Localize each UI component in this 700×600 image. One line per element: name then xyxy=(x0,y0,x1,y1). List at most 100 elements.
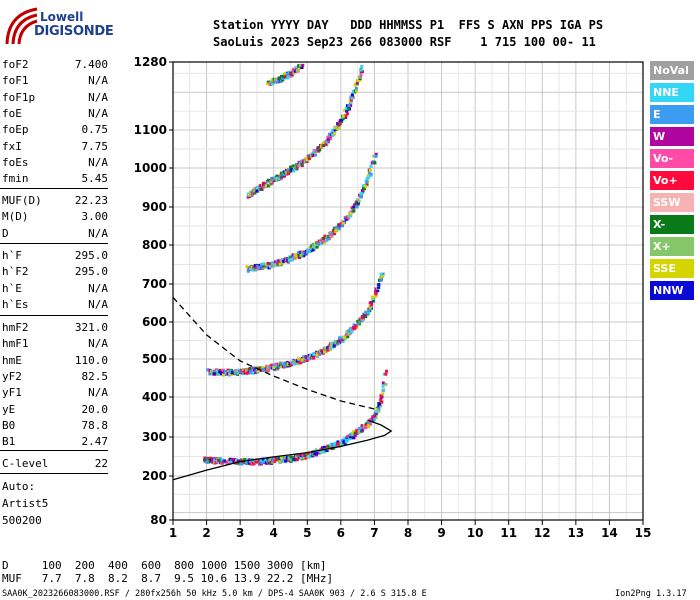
footer-distance-line: D 100 200 400 600 800 1000 1500 3000 [km… xyxy=(2,559,327,572)
echo-point xyxy=(355,428,359,432)
echo-point xyxy=(315,353,319,357)
echo-point xyxy=(344,107,348,111)
echo-point xyxy=(324,142,328,146)
echo-point xyxy=(289,165,293,169)
echo-point xyxy=(256,369,260,373)
echo-point xyxy=(286,362,290,366)
y-tick-label: 400 xyxy=(142,390,167,404)
auto-code: 500200 xyxy=(2,514,42,527)
y-tick-label: 900 xyxy=(142,200,167,214)
param-ye: yE 20.0 xyxy=(2,403,108,417)
echo-point xyxy=(349,212,353,216)
echo-point xyxy=(299,360,303,364)
echo-point xyxy=(295,68,299,72)
echo-point xyxy=(295,167,299,171)
echo-point xyxy=(263,264,267,268)
echo-point xyxy=(359,68,363,72)
header-line-1: Station YYYY DAY DDD HHMMSS P1 FFS S AXN… xyxy=(213,18,604,32)
echo-point xyxy=(283,72,287,76)
panel-divider xyxy=(0,450,108,451)
echo-point xyxy=(377,409,381,413)
echo-point xyxy=(372,417,376,421)
echo-point xyxy=(340,439,344,443)
echo-point xyxy=(300,162,304,166)
param-key: yF1 xyxy=(2,386,22,400)
echo-point xyxy=(217,372,221,376)
echo-point xyxy=(203,458,207,462)
echo-point xyxy=(381,272,385,276)
echo-point xyxy=(355,431,359,435)
echo-point xyxy=(326,237,330,241)
echo-point xyxy=(307,248,311,252)
echo-point xyxy=(240,462,244,466)
param-value: N/A xyxy=(88,226,108,240)
x-tick-label: 5 xyxy=(303,526,311,540)
echo-point xyxy=(294,66,298,70)
echo-point xyxy=(264,457,268,461)
param-d: D N/A xyxy=(2,227,108,241)
param-key: yF2 xyxy=(2,369,22,383)
echo-point xyxy=(366,174,370,178)
echo-point xyxy=(302,360,306,364)
echo-point xyxy=(268,365,272,369)
echo-point xyxy=(307,353,311,357)
echo-point xyxy=(345,330,349,334)
echo-point xyxy=(273,459,277,463)
echo-point xyxy=(278,461,282,465)
param-key: foF2 xyxy=(2,58,29,71)
echo-point xyxy=(323,346,327,350)
legend-item-e: E xyxy=(650,105,694,124)
echo-point xyxy=(355,81,359,85)
echo-point xyxy=(384,372,388,376)
echo-point xyxy=(330,344,334,348)
echo-point xyxy=(366,176,370,180)
echo-point xyxy=(295,458,299,462)
legend-item-vo: Vo- xyxy=(650,149,694,168)
echo-point xyxy=(244,460,248,464)
echo-point xyxy=(278,365,282,369)
y-tick-label: 600 xyxy=(142,315,167,329)
echo-point xyxy=(334,228,338,232)
y-tick-label: 80 xyxy=(150,513,167,527)
param-key: fmin xyxy=(2,172,29,186)
echo-point xyxy=(374,154,378,158)
echo-point xyxy=(262,181,266,185)
param-value: 2.47 xyxy=(81,435,109,449)
x-tick-label: 12 xyxy=(534,526,551,540)
echo-point xyxy=(279,361,283,365)
param-value: 82.5 xyxy=(81,369,109,383)
y-tick-label: 1000 xyxy=(134,161,167,175)
param-key: hmF2 xyxy=(2,321,29,334)
echo-point xyxy=(286,75,290,79)
echo-point xyxy=(297,250,301,254)
echo-point xyxy=(268,458,272,462)
echo-point xyxy=(261,262,265,266)
echo-point xyxy=(231,371,235,375)
echo-point xyxy=(261,267,265,271)
echo-point xyxy=(245,462,249,466)
echo-point xyxy=(335,444,339,448)
echo-point xyxy=(368,422,372,426)
echo-point xyxy=(349,435,353,439)
echo-point xyxy=(307,157,311,161)
echo-point xyxy=(333,232,337,236)
echo-point xyxy=(272,457,276,461)
echo-point xyxy=(379,278,383,282)
echo-point xyxy=(374,287,378,291)
footer-version: Ion2Png 1.3.17 xyxy=(615,589,687,599)
echo-point xyxy=(299,456,303,460)
echo-point xyxy=(233,457,237,461)
param-foe: foE N/A xyxy=(2,107,108,121)
echo-point xyxy=(290,168,294,172)
echo-point xyxy=(325,235,329,239)
param-fof1p: foF1p N/A xyxy=(2,91,108,105)
echo-point xyxy=(248,366,252,370)
echo-point xyxy=(266,82,270,86)
echo-point xyxy=(349,98,353,102)
echo-point xyxy=(263,265,267,269)
echo-point xyxy=(376,289,380,293)
echo-point xyxy=(353,83,357,87)
echo-point xyxy=(270,176,274,180)
echo-point xyxy=(273,77,277,81)
echo-point xyxy=(245,369,249,373)
